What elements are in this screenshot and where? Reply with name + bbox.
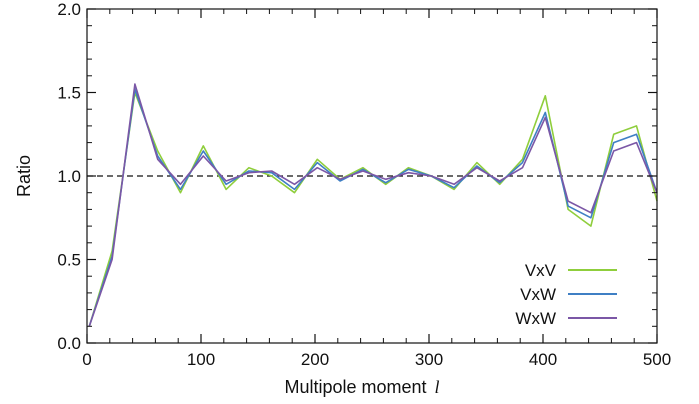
x-axis-label: Multipole moment l bbox=[284, 377, 439, 397]
y-tick-label: 0.5 bbox=[57, 251, 81, 270]
y-tick-labels: 0.0 0.5 1.0 1.5 2.0 bbox=[57, 0, 81, 353]
y-tick-label: 0.0 bbox=[57, 334, 81, 353]
series-line-wxw bbox=[88, 83, 658, 327]
legend-label-wxw: WxW bbox=[515, 309, 556, 328]
y-tick-label: 1.0 bbox=[57, 167, 81, 186]
legend-label-vxw: VxW bbox=[520, 285, 556, 304]
axis-ticks bbox=[86, 8, 658, 344]
legend: VxV VxW WxW bbox=[515, 261, 617, 328]
x-tick-labels: 0 100 200 300 400 500 bbox=[82, 350, 671, 369]
y-tick-label: 2.0 bbox=[57, 0, 81, 19]
series-layer bbox=[88, 83, 658, 327]
y-tick-label: 1.5 bbox=[57, 84, 81, 103]
x-axis-symbol: l bbox=[435, 377, 440, 397]
legend-label-vxv: VxV bbox=[525, 261, 557, 280]
x-tick-label: 400 bbox=[529, 350, 557, 369]
y-axis-label: Ratio bbox=[14, 155, 34, 197]
x-tick-label: 100 bbox=[187, 350, 215, 369]
x-axis-label-text: Multipole moment bbox=[284, 377, 426, 397]
x-tick-label: 0 bbox=[82, 350, 91, 369]
x-tick-label: 300 bbox=[415, 350, 443, 369]
x-tick-label: 500 bbox=[643, 350, 671, 369]
x-tick-label: 200 bbox=[301, 350, 329, 369]
